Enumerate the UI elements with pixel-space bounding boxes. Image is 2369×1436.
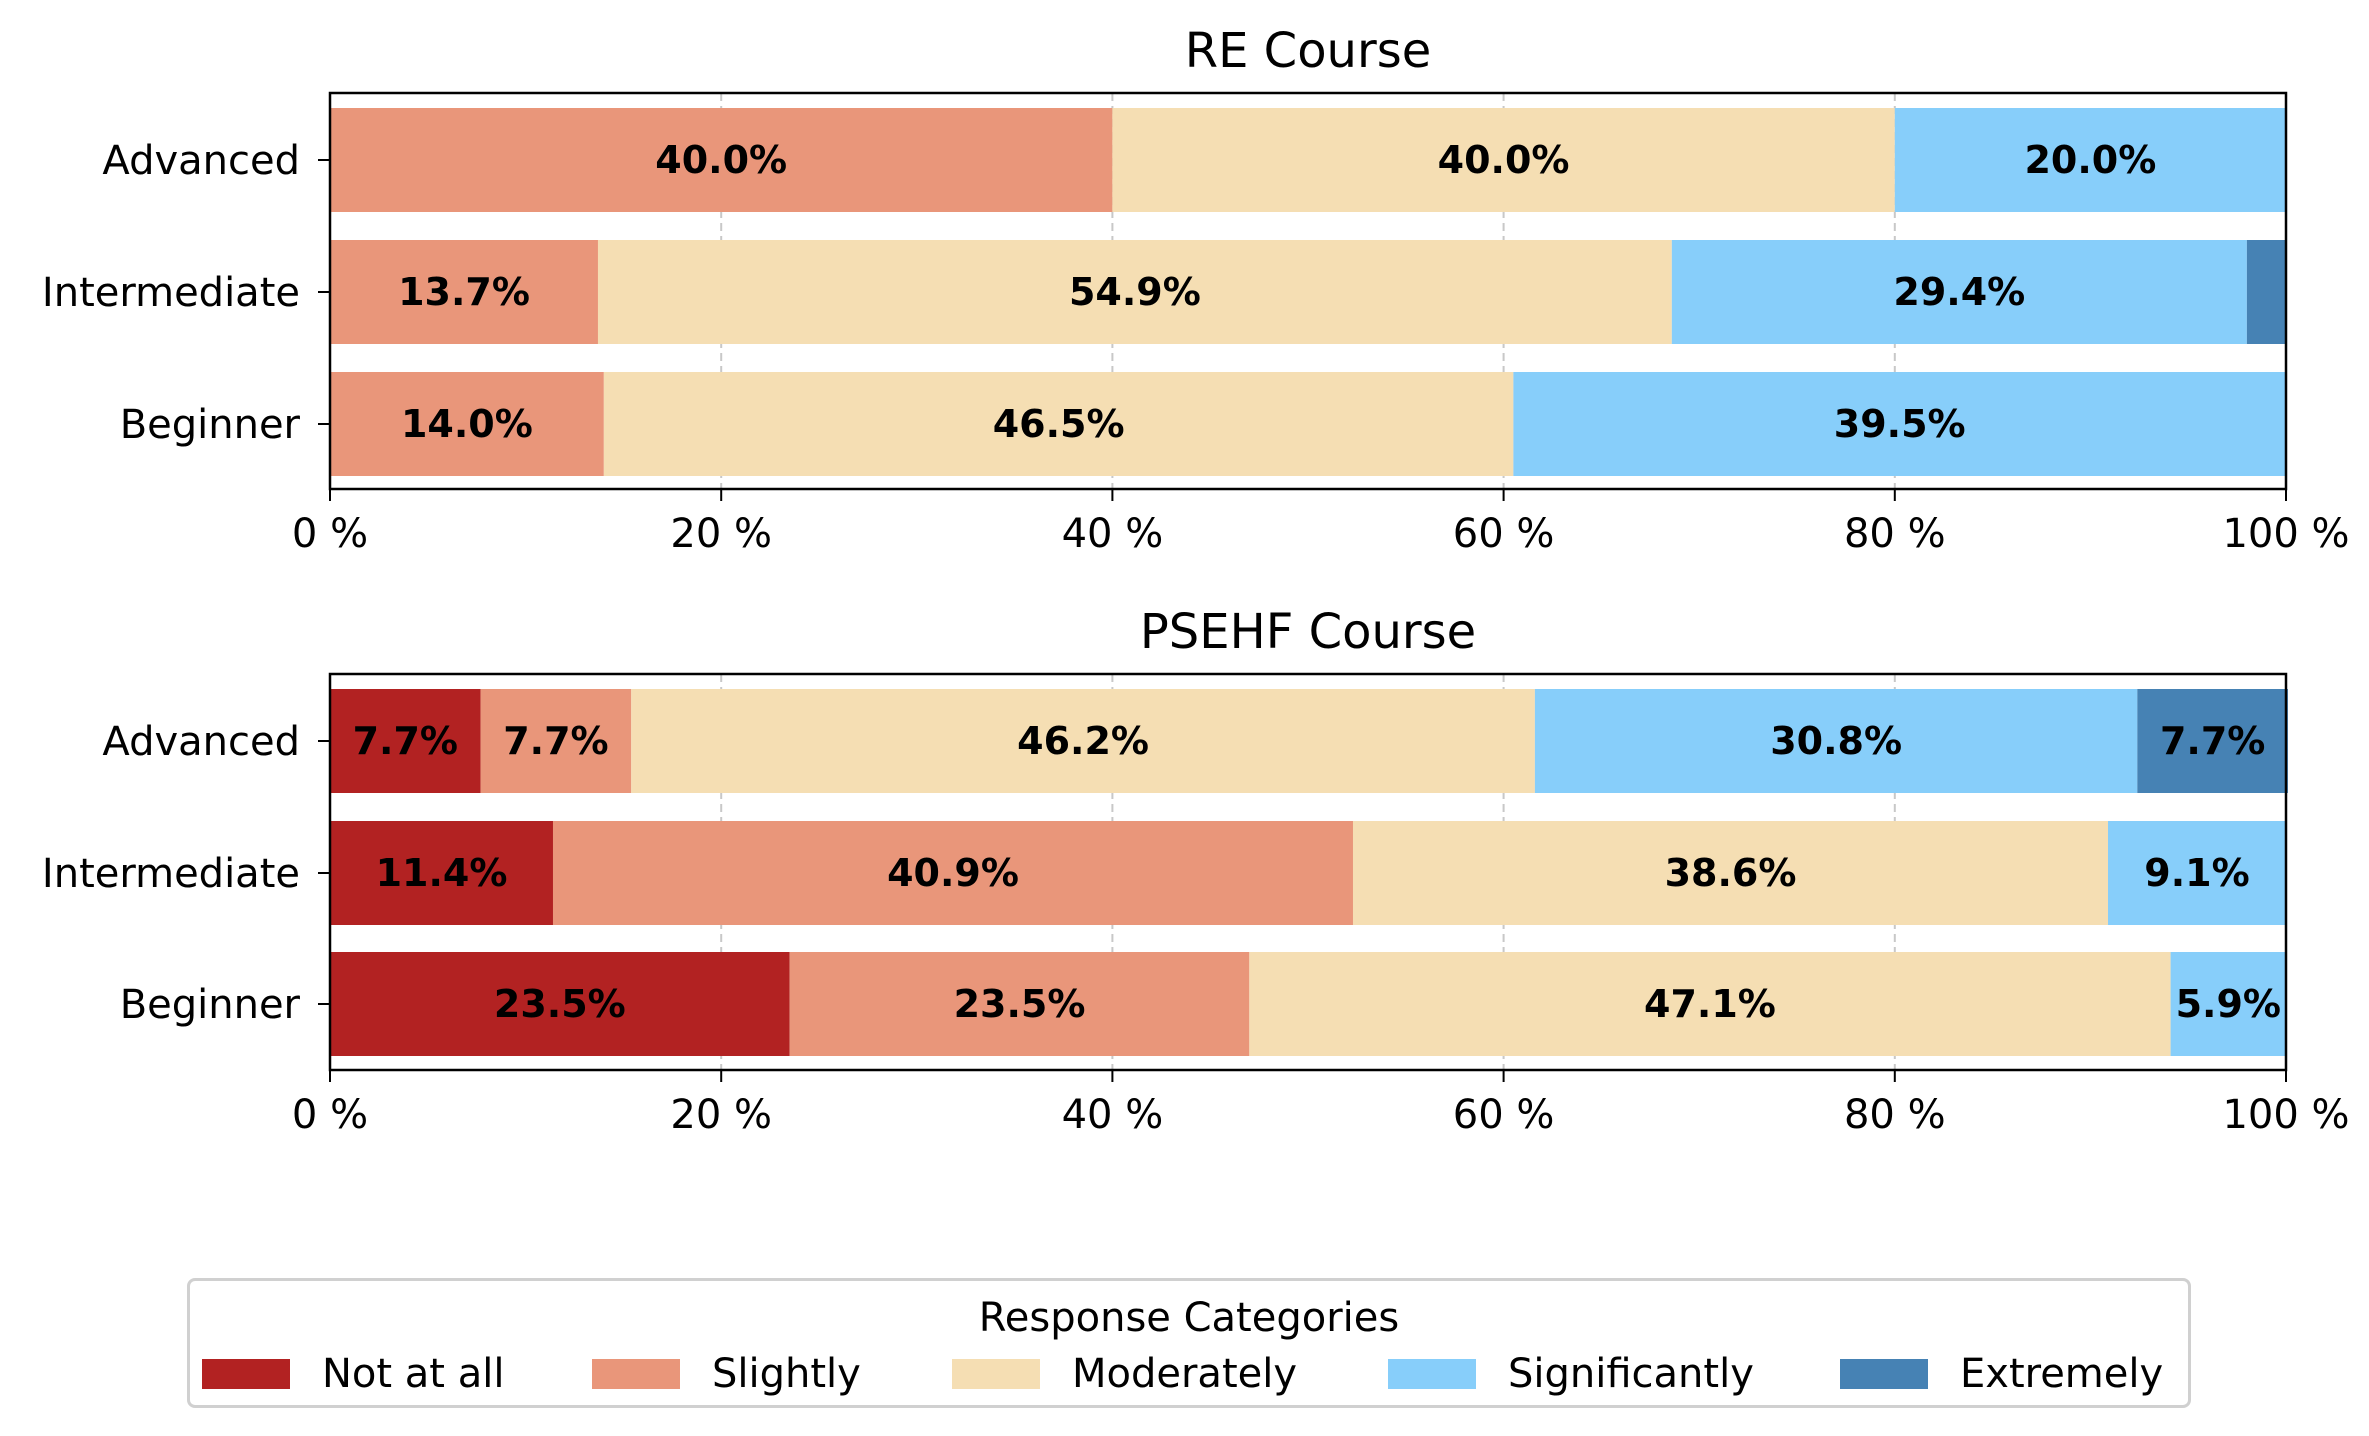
bar-beginner-slightly	[330, 372, 604, 476]
x-tick-label: 40 %	[1062, 1092, 1164, 1138]
y-tick-label: Advanced	[102, 138, 300, 184]
x-tick-label: 80 %	[1844, 1092, 1946, 1138]
y-tick-label: Beginner	[120, 402, 301, 448]
bar-advanced-significantly	[1534, 689, 2138, 793]
data-label: 9.1%	[2144, 851, 2249, 895]
data-label: 46.5%	[993, 402, 1125, 446]
bar-intermediate-significantly	[1671, 240, 2247, 344]
x-tick-label: 100 %	[2222, 1092, 2349, 1138]
legend-swatch-slightly	[592, 1359, 680, 1389]
x-tick-label: 0 %	[292, 511, 368, 557]
legend-label-moderately: Moderately	[1072, 1351, 1298, 1397]
legend-swatch-significantly	[1388, 1359, 1476, 1389]
legend-item-moderately: Moderately	[952, 1349, 1297, 1399]
x-tick-label: 0 %	[292, 1092, 368, 1138]
legend-item-not-at-all: Not at all	[202, 1349, 504, 1399]
legend-items: Not at all Slightly Moderately Significa…	[190, 1349, 2188, 1399]
bar-intermediate-moderately	[1352, 821, 2109, 925]
legend-swatch-extremely	[1840, 1359, 1928, 1389]
bar-beginner-moderately	[603, 372, 1514, 476]
bar-advanced-slightly	[480, 689, 632, 793]
x-tick-label: 80 %	[1844, 511, 1946, 557]
axes-frame	[328, 91, 2288, 491]
legend-item-significantly: Significantly	[1388, 1349, 1754, 1399]
bar-intermediate-slightly	[552, 821, 1353, 925]
x-tick-label: 100 %	[2222, 511, 2349, 557]
data-label: 23.5%	[954, 982, 1086, 1026]
data-label: 23.5%	[494, 982, 626, 1026]
legend-label-extremely: Extremely	[1960, 1351, 2164, 1397]
data-label: 46.2%	[1017, 719, 1149, 763]
data-label: 13.7%	[398, 270, 530, 314]
bar-intermediate-slightly	[330, 240, 598, 344]
x-tick-label: 20 %	[670, 511, 772, 557]
bar-advanced-moderately	[631, 689, 1535, 793]
data-label: 54.9%	[1069, 270, 1201, 314]
x-tick-label: 60 %	[1453, 1092, 1555, 1138]
legend-label-not-at-all: Not at all	[322, 1351, 505, 1397]
data-label: 40.9%	[887, 851, 1019, 895]
bar-beginner-moderately	[1249, 952, 2171, 1056]
x-tick-label: 40 %	[1062, 511, 1164, 557]
x-tick-label: 20 %	[670, 1092, 772, 1138]
data-label: 39.5%	[1834, 402, 1966, 446]
bar-intermediate-significantly	[2108, 821, 2286, 925]
y-tick-label: Intermediate	[42, 851, 300, 897]
legend: Response Categories Not at all Slightly …	[187, 1278, 2191, 1408]
legend-title: Response Categories	[978, 1295, 1400, 1341]
data-label: 40.0%	[655, 138, 787, 182]
bar-beginner-significantly	[1513, 372, 2286, 476]
legend-label-significantly: Significantly	[1508, 1351, 1754, 1397]
legend-swatch-moderately	[952, 1359, 1040, 1389]
chart-title: RE Course	[1185, 23, 1432, 79]
data-label: 5.9%	[2176, 982, 2281, 1026]
bar-advanced-significantly	[1894, 108, 2286, 212]
data-label: 7.7%	[503, 719, 608, 763]
y-tick-label: Beginner	[120, 982, 301, 1028]
bar-advanced-extremely	[2137, 689, 2288, 793]
data-label: 29.4%	[1893, 270, 2025, 314]
legend-item-extremely: Extremely	[1840, 1349, 2163, 1399]
y-tick-label: Intermediate	[42, 270, 300, 316]
data-label: 30.8%	[1770, 719, 1902, 763]
bar-advanced-slightly	[330, 108, 1113, 212]
bar-beginner-not-at-all	[330, 952, 790, 1056]
legend-label-slightly: Slightly	[712, 1351, 861, 1397]
bar-beginner-significantly	[2170, 952, 2286, 1056]
bar-advanced-not-at-all	[330, 689, 481, 793]
chart-panel-psehf-course: 7.7% 7.7% 46.2% 30.8% 7.7% Advanced 11.4% 40.9%…	[42, 604, 2350, 1138]
axes-frame	[328, 672, 2288, 1072]
bar-intermediate-not-at-all	[330, 821, 553, 925]
data-label: 20.0%	[2024, 138, 2156, 182]
y-tick-label: Advanced	[102, 719, 300, 765]
data-label: 40.0%	[1438, 138, 1570, 182]
data-label: 7.7%	[2160, 719, 2265, 763]
x-tick-label: 60 %	[1453, 511, 1555, 557]
bar-advanced-moderately	[1112, 108, 1895, 212]
data-label: 7.7%	[353, 719, 458, 763]
chart-panel-re-course: 40.0% 40.0% 20.0% Advanced 13.7% 54.9% 29.4% In…	[42, 23, 2350, 557]
bar-intermediate-moderately	[597, 240, 1672, 344]
bar-beginner-slightly	[789, 952, 1250, 1056]
legend-swatch-not-at-all	[202, 1359, 290, 1389]
chart-title: PSEHF Course	[1140, 604, 1476, 660]
bar-intermediate-extremely	[2246, 240, 2286, 344]
data-label: 11.4%	[376, 851, 508, 895]
legend-item-slightly: Slightly	[592, 1349, 861, 1399]
data-label: 47.1%	[1644, 982, 1776, 1026]
data-label: 38.6%	[1665, 851, 1797, 895]
data-label: 14.0%	[401, 402, 533, 446]
